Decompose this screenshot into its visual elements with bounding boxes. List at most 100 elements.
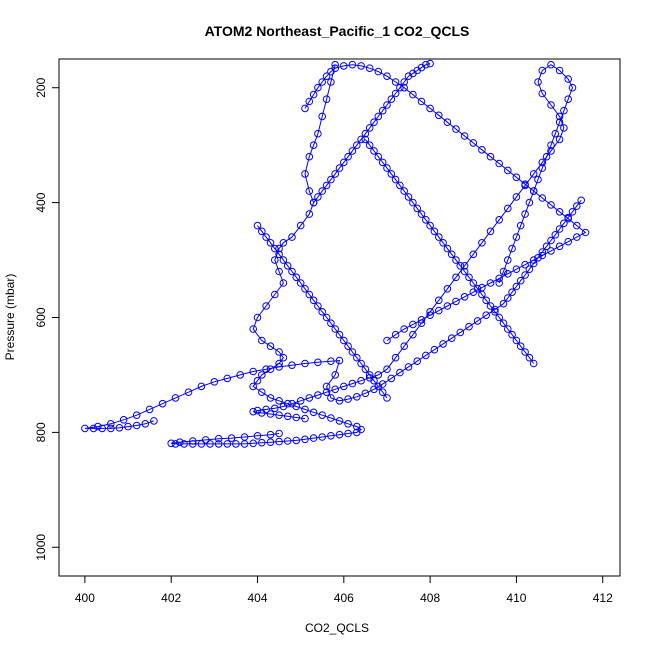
data-point <box>361 129 370 138</box>
data-point <box>473 285 482 293</box>
data-point <box>279 402 288 411</box>
data-point <box>378 380 387 388</box>
data-point <box>348 379 357 388</box>
data-point <box>275 411 283 420</box>
data-point <box>374 371 383 379</box>
data-point <box>400 342 409 351</box>
data-point <box>271 244 279 253</box>
series-3 <box>249 60 577 423</box>
y-tick-label: 800 <box>34 422 48 442</box>
series-line <box>257 225 388 399</box>
data-point <box>275 437 283 446</box>
data-point <box>318 411 327 420</box>
data-point <box>318 112 327 121</box>
x-axis-label: CO2_QCLS <box>305 621 369 635</box>
data-point <box>542 152 551 161</box>
data-point <box>335 417 344 425</box>
data-point <box>314 129 322 138</box>
data-point <box>344 395 352 403</box>
series-4 <box>301 60 590 345</box>
data-point <box>409 198 417 207</box>
data-point <box>335 330 344 339</box>
y-axis: 200 400 600 800 1000 <box>34 77 60 561</box>
data-point <box>504 204 512 213</box>
data-point <box>383 365 391 374</box>
data-point <box>378 106 387 115</box>
data-point <box>573 233 581 241</box>
data-point <box>396 368 404 377</box>
data-point <box>227 434 236 442</box>
data-point <box>547 247 555 255</box>
data-point <box>365 141 374 149</box>
data-point <box>292 436 301 445</box>
series-1 <box>167 60 365 448</box>
data-point <box>266 342 275 351</box>
data-point <box>94 422 102 431</box>
series-line <box>304 64 587 341</box>
data-point <box>564 214 573 223</box>
data-point <box>482 311 491 320</box>
data-point <box>266 438 275 447</box>
data-point <box>417 97 426 106</box>
data-point <box>374 112 383 121</box>
data-point <box>443 118 452 126</box>
data-point <box>115 424 124 432</box>
data-point <box>301 405 309 414</box>
data-point <box>305 394 314 402</box>
data-point <box>516 221 525 230</box>
data-point <box>167 439 175 448</box>
data-point <box>353 428 361 437</box>
data-point <box>564 75 573 83</box>
data-point <box>534 253 542 262</box>
data-point <box>499 267 508 276</box>
data-point <box>529 170 538 178</box>
data-point <box>353 141 361 149</box>
data-point <box>417 210 426 218</box>
data-point <box>469 279 478 287</box>
x-tick-label: 406 <box>334 591 354 605</box>
data-point <box>279 256 288 264</box>
data-point <box>365 124 374 132</box>
data-point <box>426 59 434 68</box>
data-point <box>288 361 296 370</box>
data-point <box>383 101 391 109</box>
data-point <box>383 164 391 172</box>
data-point <box>469 250 478 259</box>
data-point <box>439 340 447 348</box>
data-point <box>275 429 283 438</box>
data-point <box>409 90 417 99</box>
data-point <box>331 385 340 394</box>
data-point <box>413 357 422 366</box>
x-tick-label: 404 <box>247 591 267 605</box>
data-point <box>340 62 348 70</box>
data-point <box>309 408 318 417</box>
data-point <box>452 273 460 282</box>
data-point <box>391 78 400 86</box>
data-point <box>456 262 465 270</box>
data-point <box>262 233 270 241</box>
data-point <box>573 221 581 230</box>
data-point <box>564 95 573 103</box>
data-point <box>253 406 262 415</box>
data-point <box>499 299 508 308</box>
data-point <box>443 244 452 253</box>
data-point <box>460 132 469 140</box>
data-point <box>551 129 560 138</box>
data-point <box>547 201 555 209</box>
data-point <box>547 60 555 69</box>
data-point <box>344 420 352 428</box>
data-point <box>443 285 452 293</box>
data-point <box>266 394 275 402</box>
data-point <box>253 313 262 322</box>
data-point <box>435 296 443 305</box>
data-point <box>141 420 150 428</box>
data-point <box>555 118 564 126</box>
data-point <box>409 330 417 339</box>
data-point <box>348 147 357 155</box>
series-line <box>253 64 574 420</box>
data-point <box>253 432 262 440</box>
data-point <box>318 78 327 86</box>
data-point <box>422 351 430 360</box>
data-point <box>430 227 439 236</box>
